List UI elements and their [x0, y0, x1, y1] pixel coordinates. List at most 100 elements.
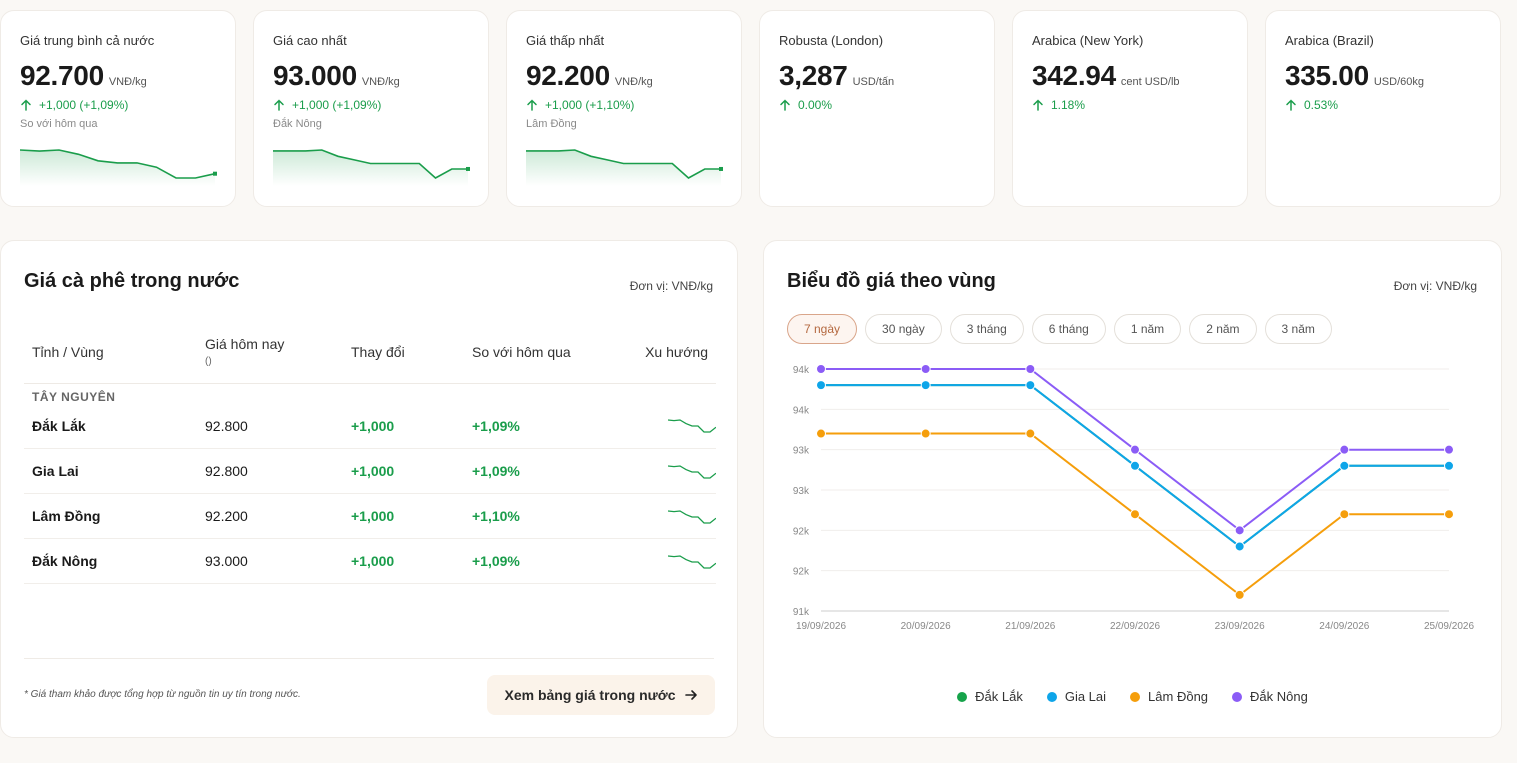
sparkline-end-marker [213, 171, 217, 176]
regional-unit: Đơn vị: VNĐ/kg [1393, 279, 1477, 293]
range-tab[interactable]: 2 năm [1189, 314, 1257, 344]
stat-unit: VNĐ/kg [108, 76, 147, 88]
data-point[interactable] [1339, 460, 1350, 471]
data-point[interactable] [1339, 444, 1350, 455]
legend-label: Đắk Nông [1250, 689, 1308, 704]
region-name: Đắk Lắk [24, 403, 205, 449]
range-tab[interactable]: 6 tháng [1031, 314, 1106, 344]
stat-label: Giá thấp nhất [526, 33, 605, 48]
table-row: Gia Lai 92.800 +1,000 +1,09% [24, 448, 717, 494]
legend-dot [957, 691, 968, 702]
stat-label: Arabica (New York) [1032, 33, 1144, 48]
y-tick-label: 92k [793, 567, 810, 578]
view-domestic-prices-button[interactable]: Xem bảng giá trong nước [487, 675, 715, 715]
stat-unit: USD/tấn [852, 76, 895, 88]
range-tab[interactable]: 7 ngày [787, 314, 858, 344]
trend-line [667, 554, 717, 569]
price-change-pct: +1,10% [472, 493, 632, 539]
data-point[interactable] [1130, 509, 1140, 520]
data-point[interactable] [1025, 364, 1036, 374]
arrow-up-icon [21, 99, 31, 111]
data-point[interactable] [1339, 509, 1350, 520]
stat-card: Arabica (Brazil) 335.00 USD/60kg 0.53% [1265, 10, 1501, 207]
data-point[interactable] [1025, 380, 1036, 391]
data-point[interactable] [1234, 541, 1245, 552]
data-point[interactable] [816, 428, 826, 439]
data-point[interactable] [816, 380, 826, 391]
col-region: Tỉnh / Vùng [24, 321, 205, 384]
data-point[interactable] [920, 428, 931, 439]
data-point[interactable] [920, 380, 931, 391]
stat-card: Giá cao nhất 93.000 VNĐ/kg +1,000 (+1,09%… [253, 10, 489, 207]
legend-label: Đắk Lắk [975, 689, 1023, 704]
regional-chart-panel: Biểu đồ giá theo vùng Đơn vị: VNĐ/kg 7 n… [763, 240, 1502, 738]
legend-item[interactable]: Gia Lai [1046, 689, 1106, 704]
data-point[interactable] [1025, 428, 1036, 439]
trend-line [667, 419, 717, 434]
arrow-right-icon [684, 690, 697, 700]
y-tick-label: 94k [793, 405, 810, 416]
col-today-sub: () [205, 356, 212, 368]
stat-label: Giá cao nhất [273, 33, 347, 48]
trend-cell [632, 538, 717, 584]
legend-item[interactable]: Đắk Lắk [957, 689, 1023, 704]
legend-dot [1130, 691, 1141, 702]
sparkline-area [526, 150, 721, 186]
data-point[interactable] [1234, 589, 1245, 600]
trend-line [667, 464, 717, 479]
legend-item[interactable]: Lâm Đồng [1130, 689, 1208, 704]
stat-change: +1,000 (+1,09%) [20, 98, 216, 112]
legend-label: Lâm Đồng [1148, 689, 1209, 704]
stat-change-value: +1,000 (+1,09%) [292, 98, 382, 112]
data-point[interactable] [1130, 460, 1140, 471]
range-tab[interactable]: 30 ngày [865, 314, 942, 344]
arrow-up-icon [1033, 99, 1043, 111]
stat-unit: USD/60kg [1373, 76, 1424, 88]
stat-value: 93.000 [273, 60, 357, 91]
sparkline-area [273, 150, 468, 186]
price-change-pct: +1,09% [472, 538, 632, 584]
data-point[interactable] [1444, 460, 1454, 471]
stat-change-value: +1,000 (+1,10%) [545, 98, 635, 112]
table-row: Lâm Đồng 92.200 +1,000 +1,10% [24, 493, 717, 539]
y-tick-label: 91k [793, 607, 810, 618]
stat-change-value: 0.53% [1304, 98, 1339, 112]
stat-unit: VNĐ/kg [361, 76, 400, 88]
data-point[interactable] [1130, 444, 1140, 455]
data-point[interactable] [920, 364, 931, 374]
price-change: +1,000 [351, 538, 472, 584]
col-change: Thay đổi [351, 321, 472, 384]
price-change: +1,000 [351, 403, 472, 449]
domestic-title: Giá cà phê trong nước [24, 270, 240, 292]
col-today: Giá hôm nay () [205, 321, 351, 384]
data-point[interactable] [1444, 444, 1454, 455]
stat-card: Giá thấp nhất 92.200 VNĐ/kg +1,000 (+1,10… [506, 10, 742, 207]
legend-dot [1232, 691, 1243, 702]
trend-sparkline [667, 509, 717, 524]
group-label: TÂY NGUYÊN [32, 389, 116, 404]
data-point[interactable] [816, 364, 826, 374]
range-tab[interactable]: 3 tháng [949, 314, 1024, 344]
region-name: Gia Lai [24, 448, 205, 494]
range-tab[interactable]: 3 năm [1264, 314, 1332, 344]
price-change-pct: +1,09% [472, 448, 632, 494]
stat-change: 0.00% [779, 98, 975, 112]
data-point[interactable] [1234, 525, 1245, 536]
stat-label: Giá trung bình cả nước [20, 33, 155, 48]
chart-legend: Đắk Lắk Gia Lai Lâm Đồng Đắk Nông [764, 689, 1501, 704]
data-point[interactable] [1444, 509, 1454, 520]
x-tick-label: 21/09/2026 [1005, 621, 1055, 632]
sparkline-line [20, 149, 216, 179]
domestic-price-table: Tỉnh / Vùng Giá hôm nay () Thay đổi So vớ… [24, 321, 717, 584]
price-today: 92.800 [205, 403, 351, 449]
col-vs: So với hôm qua [472, 321, 632, 384]
trend-sparkline [667, 554, 717, 569]
legend-item[interactable]: Đắk Nông [1232, 689, 1308, 704]
price-today: 93.000 [205, 538, 351, 584]
trend-sparkline [667, 464, 717, 479]
range-tab[interactable]: 1 năm [1113, 314, 1182, 344]
price-today: 92.200 [205, 493, 351, 539]
arrow-up-icon [780, 99, 790, 111]
view-domestic-prices-label: Xem bảng giá trong nước [504, 687, 676, 703]
price-today: 92.800 [205, 448, 351, 494]
